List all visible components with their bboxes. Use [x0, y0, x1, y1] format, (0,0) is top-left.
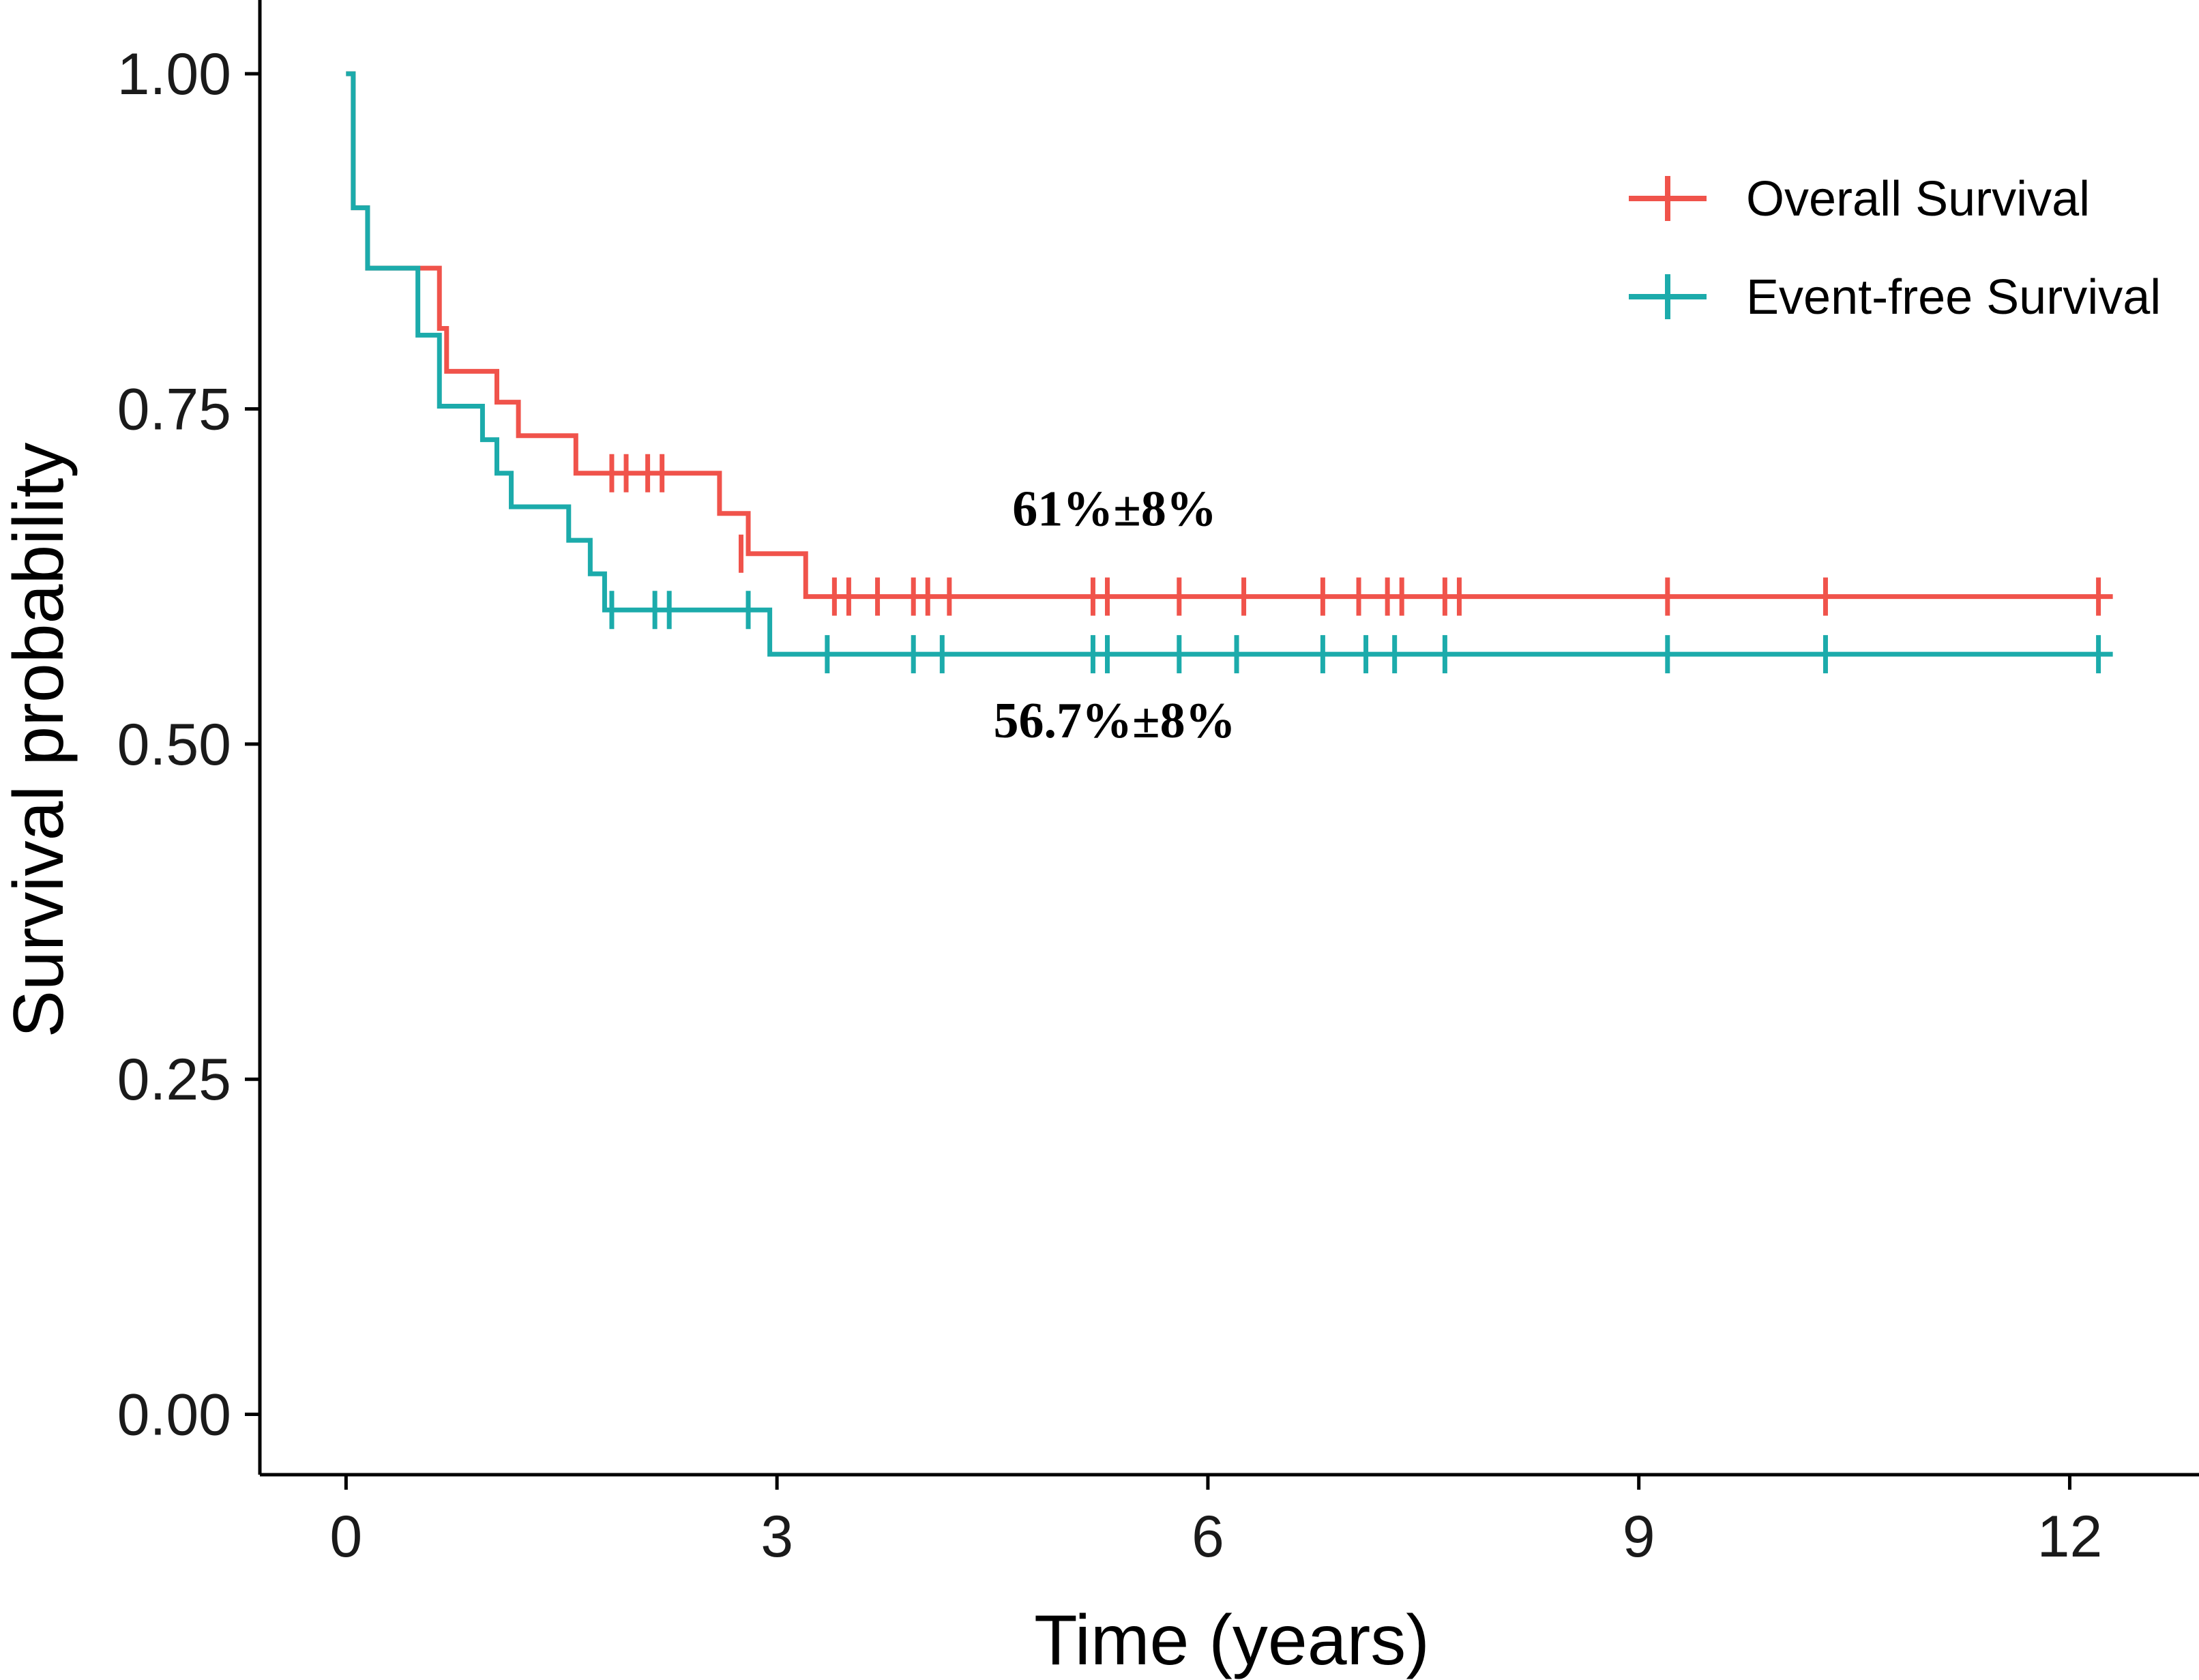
x-axis-title: Time (years): [1034, 1601, 1430, 1680]
y-ticks: 0.00 0.25 0.50 0.75 1.00: [117, 42, 260, 1448]
x-ticks: 0 3 6 9 12: [329, 1475, 2102, 1570]
series-line-event-free-survival: [346, 71, 2113, 657]
x-tick-label: 9: [1623, 1504, 1655, 1570]
overall-survival-annotation: 61%±8%: [1012, 481, 1217, 537]
y-axis-title: Survival probability: [0, 443, 78, 1038]
y-tick-label: 0.75: [117, 377, 231, 442]
x-tick-label: 6: [1192, 1504, 1224, 1570]
y-tick-label: 0.00: [117, 1383, 231, 1448]
x-tick-label: 0: [329, 1504, 362, 1570]
legend: Overall Survival Event-free Survival: [1629, 172, 2161, 325]
legend-item-event-free-survival: Event-free Survival: [1629, 270, 2161, 325]
y-tick-label: 0.50: [117, 712, 231, 778]
y-tick-label: 1.00: [117, 42, 231, 107]
legend-label-overall-survival: Overall Survival: [1746, 172, 2090, 226]
x-tick-label: 3: [761, 1504, 793, 1570]
legend-label-event-free-survival: Event-free Survival: [1746, 270, 2161, 325]
series-layer: [346, 71, 2113, 674]
event-free-survival-annotation: 56.7%±8%: [993, 693, 1235, 749]
x-tick-label: 12: [2037, 1504, 2103, 1570]
annotations: 61%±8% 56.7%±8%: [993, 481, 1235, 749]
y-tick-label: 0.25: [117, 1047, 231, 1112]
axes: [258, 0, 2199, 1477]
legend-item-overall-survival: Overall Survival: [1629, 172, 2090, 226]
